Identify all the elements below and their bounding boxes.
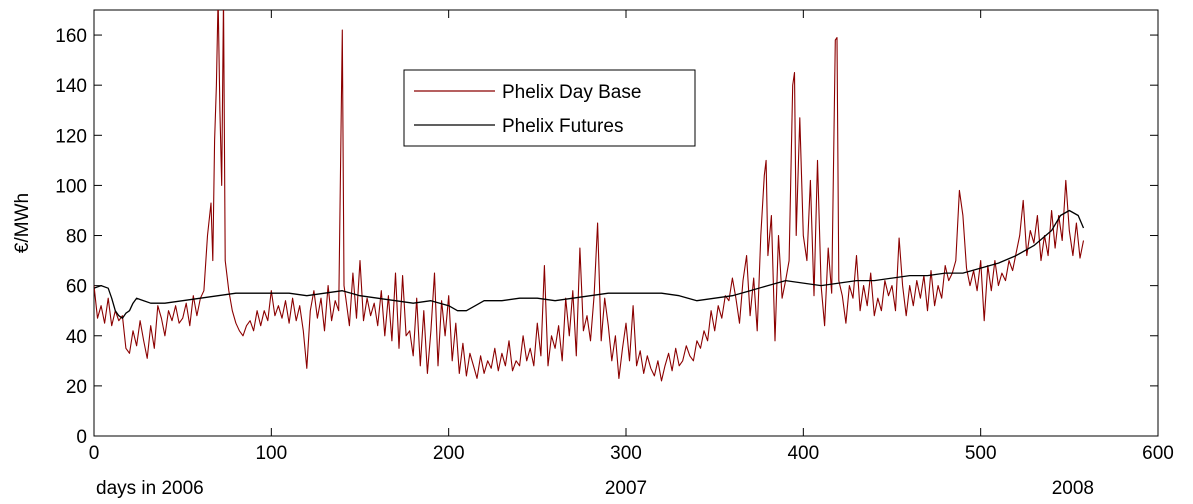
x-tick-label: 100 xyxy=(255,443,287,464)
x-tick-label: 200 xyxy=(433,443,465,464)
y-tick-label: 20 xyxy=(66,377,87,398)
year-label: days in 2006 xyxy=(96,478,204,499)
year-labels: days in 2006 2007 2008 xyxy=(96,478,1094,499)
x-tick-label: 300 xyxy=(610,443,642,464)
x-tick-label: 400 xyxy=(787,443,819,464)
y-tick-label: 160 xyxy=(55,26,87,47)
legend: Phelix Day Base Phelix Futures xyxy=(403,69,696,147)
y-tick-label: 80 xyxy=(66,227,87,248)
legend-label-phelix-futures: Phelix Futures xyxy=(502,116,623,137)
y-axis-title: €/MWh xyxy=(12,193,33,253)
y-tick-label: 100 xyxy=(55,176,87,197)
y-tick-label: 40 xyxy=(66,327,87,348)
legend-label-phelix-day-base: Phelix Day Base xyxy=(502,82,641,103)
y-tick-label: 60 xyxy=(66,277,87,298)
y-tick-label: 120 xyxy=(55,126,87,147)
x-tick-label: 0 xyxy=(89,443,100,464)
axis-ticks: 0 100 200 300 400 500 600 0 20 40 60 80 100 120 140 160 xyxy=(55,10,1174,464)
x-tick-label: 500 xyxy=(965,443,997,464)
series-line-phelix-day-base xyxy=(94,10,1085,382)
legend-box xyxy=(403,69,696,147)
series-layer xyxy=(94,10,1085,382)
y-tick-label: 0 xyxy=(76,427,87,448)
year-label: 2007 xyxy=(605,478,647,499)
y-tick-label: 140 xyxy=(55,76,87,97)
series-line-phelix-futures xyxy=(94,209,1085,319)
x-tick-label: 600 xyxy=(1142,443,1174,464)
year-label: 2008 xyxy=(1052,478,1094,499)
